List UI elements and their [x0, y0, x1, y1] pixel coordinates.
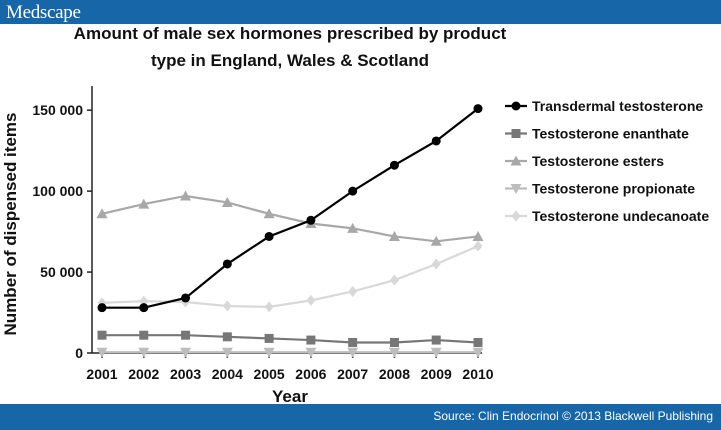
line-chart: Amount of male sex hormones prescribed b… [1, 24, 709, 404]
series-transdermal-testosterone [97, 104, 483, 313]
data-point [430, 347, 442, 358]
data-point [264, 231, 274, 241]
y-tick-label: 0 [75, 345, 83, 361]
data-point [348, 186, 358, 196]
data-point [139, 303, 149, 313]
series-line [101, 245, 479, 308]
data-point [473, 240, 483, 252]
data-point [221, 196, 233, 207]
data-point [264, 301, 274, 313]
data-point [264, 333, 274, 343]
data-point [388, 230, 400, 241]
x-tick-label: 2008 [379, 366, 410, 382]
legend-marker [510, 155, 522, 166]
chart-title: Amount of male sex hormones prescribed b… [74, 24, 507, 70]
data-point [181, 330, 191, 340]
data-point [222, 300, 232, 312]
data-point [138, 347, 150, 358]
legend-label: Testosterone undecanoate [532, 208, 709, 224]
y-tick-label: 50 000 [40, 264, 83, 280]
data-point [306, 294, 316, 306]
data-point [306, 215, 316, 225]
data-point [347, 347, 359, 358]
x-tick-label: 2006 [295, 366, 326, 382]
x-tick-label: 2003 [170, 366, 201, 382]
series-testosterone-undecanoate [97, 240, 483, 313]
data-point [96, 208, 108, 219]
data-point [389, 337, 399, 347]
source-credit: Source: Clin Endocrinol © 2013 Blackwell… [433, 409, 713, 423]
data-point [431, 258, 441, 270]
data-point [472, 230, 484, 241]
legend-marker [511, 101, 521, 111]
chart-title-line: type in England, Wales & Scotland [151, 51, 429, 70]
data-point [263, 347, 275, 358]
legend-label: Testosterone esters [532, 153, 664, 169]
data-point [139, 330, 149, 340]
legend-item: Testosterone propionate [505, 181, 695, 197]
data-point [431, 136, 441, 146]
x-tick-label: 2007 [337, 366, 368, 382]
series-testosterone-enanthate [97, 330, 483, 347]
legend-item: Transdermal testosterone [505, 98, 703, 114]
chart-series [96, 104, 484, 358]
data-point [263, 208, 275, 219]
legend-marker [510, 184, 522, 194]
legend-item: Testosterone esters [505, 153, 664, 169]
legend-marker [511, 129, 521, 138]
header-bar: Medscape [0, 0, 721, 24]
y-tick-label: 100 000 [32, 183, 83, 199]
legend-label: Testosterone enanthate [532, 126, 689, 142]
data-point [430, 235, 442, 246]
data-point [180, 190, 192, 201]
chart-legend: Transdermal testosterone Testosterone ena… [505, 98, 709, 224]
y-axis-label: Number of dispensed items [1, 113, 20, 336]
x-tick-label: 2002 [128, 366, 159, 382]
data-point [348, 337, 358, 347]
data-point [222, 259, 232, 269]
data-point [222, 332, 232, 342]
legend-label: Transdermal testosterone [532, 98, 703, 114]
legend-marker [511, 210, 521, 222]
data-point [389, 160, 399, 170]
x-tick-label: 2010 [462, 366, 493, 382]
data-point [472, 347, 484, 358]
legend-label: Testosterone propionate [532, 181, 695, 197]
data-point [305, 347, 317, 358]
series-line [101, 194, 479, 243]
series-testosterone-esters [96, 190, 484, 246]
legend-item: Testosterone undecanoate [505, 208, 709, 224]
data-point [347, 222, 359, 233]
data-point [306, 335, 316, 345]
data-point [389, 274, 399, 286]
data-point [431, 335, 441, 345]
data-point [96, 347, 108, 358]
data-point [97, 330, 107, 340]
data-point [181, 293, 191, 303]
data-point [97, 303, 107, 313]
x-axis-label: Year [272, 387, 308, 404]
x-tick-label: 2005 [254, 366, 285, 382]
data-point [221, 347, 233, 358]
series-testosterone-propionate [96, 347, 484, 358]
chart-title-line: Amount of male sex hormones prescribed b… [74, 24, 507, 43]
data-point [138, 198, 150, 209]
data-point [473, 104, 483, 114]
medscape-logo: Medscape [6, 2, 81, 23]
y-tick-label: 150 000 [32, 102, 83, 118]
footer-bar: Source: Clin Endocrinol © 2013 Blackwell… [0, 404, 721, 430]
chart-axes: 0 50 000 100 000 150 000 2001 2002 2003 2004 200… [1, 86, 494, 404]
x-tick-label: 2001 [86, 366, 117, 382]
series-line [102, 334, 479, 344]
x-tick-label: 2004 [212, 366, 243, 382]
series-line [102, 107, 479, 309]
data-point [473, 337, 483, 347]
data-point [348, 285, 358, 297]
x-tick-label: 2009 [421, 366, 452, 382]
data-point [388, 347, 400, 358]
legend-item: Testosterone enanthate [505, 126, 689, 142]
data-point [180, 347, 192, 358]
